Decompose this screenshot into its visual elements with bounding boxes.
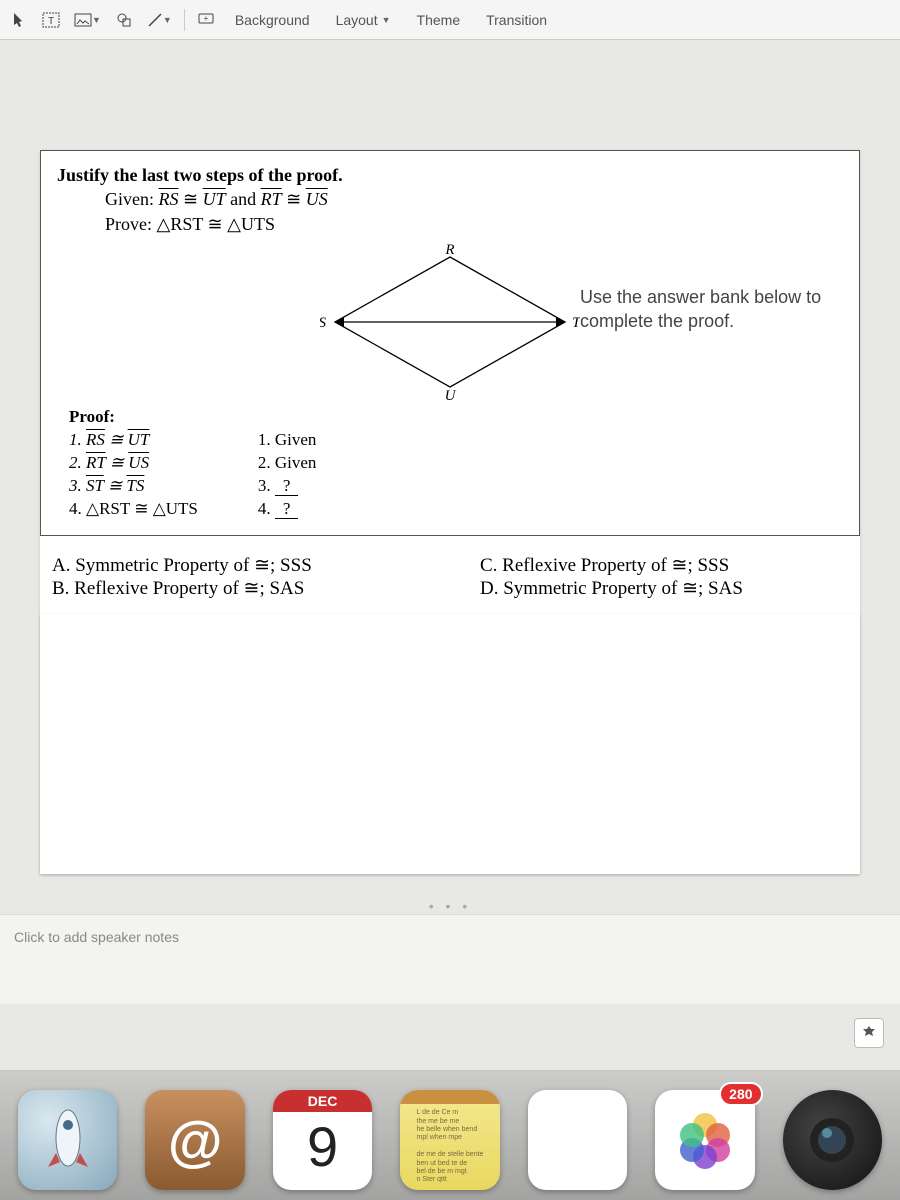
label-r: R	[444, 242, 454, 258]
dock-app-notes[interactable]: L de de Ce mthe me be mehe belle when be…	[400, 1090, 499, 1190]
label-s: S	[320, 315, 327, 331]
given-line: Given: RS ≅ UT and RT ≅ US	[57, 187, 843, 211]
prove-prefix: Prove:	[105, 214, 157, 234]
rocket-icon	[38, 1103, 98, 1178]
image-tool-button[interactable]: ▼	[68, 5, 107, 35]
answer-d: D. Symmetric Property of ≅; SAS	[480, 577, 848, 600]
statement-2: 2. RT ≅ US	[69, 452, 198, 475]
label-t: T	[572, 315, 580, 331]
shape-tool-button[interactable]	[109, 5, 139, 35]
camera-lens-icon	[797, 1105, 867, 1175]
photos-icon	[670, 1105, 740, 1175]
congruent-symbol: ≅	[183, 189, 203, 209]
problem-box: Justify the last two steps of the proof.…	[40, 150, 860, 536]
label-u: U	[445, 388, 457, 402]
answer-c: C. Reflexive Property of ≅; SSS	[480, 554, 848, 577]
slide-canvas-area: Justify the last two steps of the proof.…	[0, 40, 900, 894]
hint-text: Use the answer bank below to complete th…	[580, 285, 821, 334]
hint-line-1: Use the answer bank below to	[580, 285, 821, 309]
answer-col-right: C. Reflexive Property of ≅; SSS D. Symme…	[480, 554, 848, 600]
theme-button[interactable]: Theme	[405, 5, 473, 35]
explore-button[interactable]	[854, 1018, 884, 1048]
given-prefix: Given:	[105, 189, 159, 209]
svg-text:T: T	[48, 16, 54, 27]
notes-icon: L de de Ce mthe me be mehe belle when be…	[409, 1091, 492, 1189]
comment-icon: +	[198, 12, 214, 28]
reason-4: 4. ?	[258, 498, 317, 521]
hint-line-2: complete the proof.	[580, 309, 821, 333]
at-icon: @	[168, 1108, 223, 1173]
background-button[interactable]: Background	[223, 5, 322, 35]
explore-icon	[861, 1025, 877, 1041]
prove-statement: △RST ≅ △UTS	[157, 214, 275, 234]
chevron-down-icon: ▼	[163, 15, 172, 25]
congruent-symbol: ≅	[286, 189, 306, 209]
and-text: and	[230, 189, 261, 209]
textbox-icon: T	[42, 12, 60, 28]
reasons-column: 1. Given 2. Given 3. ? 4. ?	[258, 406, 317, 521]
pointer-tool-button[interactable]	[4, 5, 34, 35]
dock-app-calendar[interactable]: DEC 9	[273, 1090, 372, 1190]
statements-column: Proof: 1. RS ≅ UT 2. RT ≅ US 3. ST ≅ TS …	[69, 406, 198, 521]
layout-label: Layout	[336, 12, 378, 28]
answer-col-left: A. Symmetric Property of ≅; SSS B. Refle…	[52, 554, 420, 600]
slide[interactable]: Justify the last two steps of the proof.…	[40, 150, 860, 874]
pointer-icon	[12, 12, 26, 28]
shape-icon	[116, 12, 132, 28]
calendar-day: 9	[307, 1114, 338, 1179]
toolbar: T ▼ ▼ + Background Layout ▼ Theme Transi…	[0, 0, 900, 40]
statement-3: 3. ST ≅ TS	[69, 475, 198, 498]
dock: @ DEC 9 L de de Ce mthe me be mehe belle…	[0, 1070, 900, 1200]
photos-badge: 280	[719, 1082, 762, 1106]
textbox-tool-button[interactable]: T	[36, 5, 66, 35]
rhombus-diagram: R S T U	[320, 242, 580, 402]
dock-app-photos[interactable]: 280	[655, 1090, 754, 1190]
svg-text:+: +	[204, 14, 209, 23]
calendar-month: DEC	[273, 1090, 372, 1112]
reason-2: 2. Given	[258, 452, 317, 475]
answer-a: A. Symmetric Property of ≅; SSS	[52, 554, 420, 577]
transition-button[interactable]: Transition	[474, 5, 559, 35]
statement-1: 1. RS ≅ UT	[69, 429, 198, 452]
segment-rt: RT	[261, 189, 282, 209]
answer-b: B. Reflexive Property of ≅; SAS	[52, 577, 420, 600]
toolbar-separator	[184, 9, 185, 31]
segment-ut: UT	[203, 189, 226, 209]
segment-rs: RS	[159, 189, 179, 209]
speaker-notes-area[interactable]: Click to add speaker notes	[0, 914, 900, 1004]
notes-placeholder: Click to add speaker notes	[14, 929, 179, 945]
reason-3: 3. ?	[258, 475, 317, 498]
chevron-down-icon: ▼	[382, 15, 391, 25]
answer-bank: A. Symmetric Property of ≅; SSS B. Refle…	[40, 536, 860, 614]
statement-4: 4. △RST ≅ △UTS	[69, 498, 198, 521]
segment-us: US	[306, 189, 328, 209]
dock-app-launchpad[interactable]	[18, 1090, 117, 1190]
line-icon	[147, 12, 163, 28]
line-tool-button[interactable]: ▼	[141, 5, 178, 35]
proof-header: Proof:	[69, 406, 198, 429]
reason-1: 1. Given	[258, 429, 317, 452]
layout-button[interactable]: Layout ▼	[324, 5, 403, 35]
problem-title: Justify the last two steps of the proof.	[57, 163, 843, 187]
dock-app-reminders[interactable]	[528, 1090, 627, 1190]
image-icon	[74, 13, 92, 27]
dock-app-contacts[interactable]: @	[145, 1090, 244, 1190]
dock-app-camera[interactable]	[783, 1090, 882, 1190]
resize-handle[interactable]: • • •	[0, 894, 900, 914]
chevron-down-icon: ▼	[92, 15, 101, 25]
proof-section: Proof: 1. RS ≅ UT 2. RT ≅ US 3. ST ≅ TS …	[57, 404, 843, 521]
comment-tool-button[interactable]: +	[191, 5, 221, 35]
slide-empty-area[interactable]	[40, 614, 860, 874]
prove-line: Prove: △RST ≅ △UTS	[57, 212, 843, 236]
